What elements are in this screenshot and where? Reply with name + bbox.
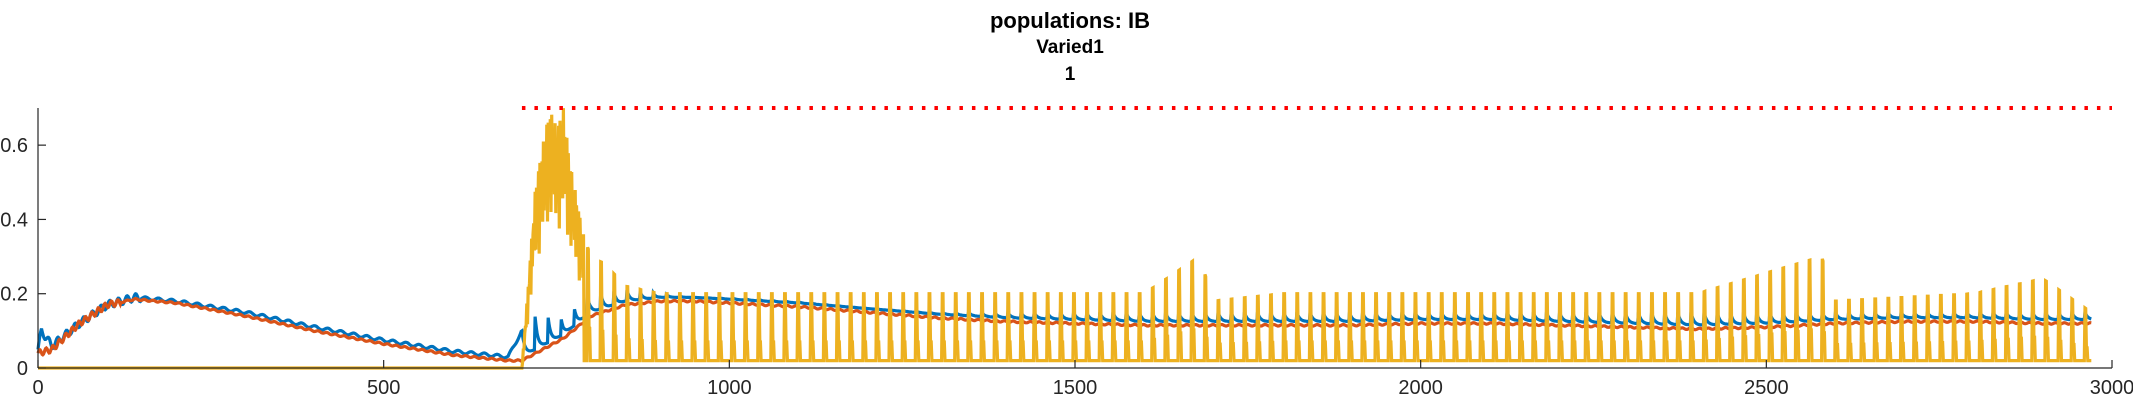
chart-title: populations: IB <box>990 8 1150 33</box>
x-tick-label: 0 <box>32 377 43 399</box>
x-tick-label: 2000 <box>1398 377 1443 399</box>
series-orange-line <box>36 296 2092 364</box>
y-tick-label: 0.2 <box>0 284 28 306</box>
x-tick-label: 1500 <box>1053 377 1098 399</box>
chart-subtitle-line-1: Varied1 <box>1036 37 1104 58</box>
x-tick-label: 500 <box>367 377 400 399</box>
x-tick-label: 3000 <box>2090 377 2133 399</box>
plot-area <box>36 106 2112 370</box>
series-blue-line <box>36 288 2092 360</box>
chart-subtitle-line-2: 1 <box>1065 64 1076 85</box>
x-tick-label: 2500 <box>1744 377 1789 399</box>
series-yellow-line <box>38 108 2092 370</box>
x-tick-label: 1000 <box>707 377 752 399</box>
axes: 0 500 1000 1500 2000 2500 3000 0 0.2 0.4 0.6 <box>0 108 2133 399</box>
y-tick-label: 0 <box>17 358 28 380</box>
y-tick-label: 0.4 <box>0 209 28 231</box>
y-tick-label: 0.6 <box>0 135 28 157</box>
